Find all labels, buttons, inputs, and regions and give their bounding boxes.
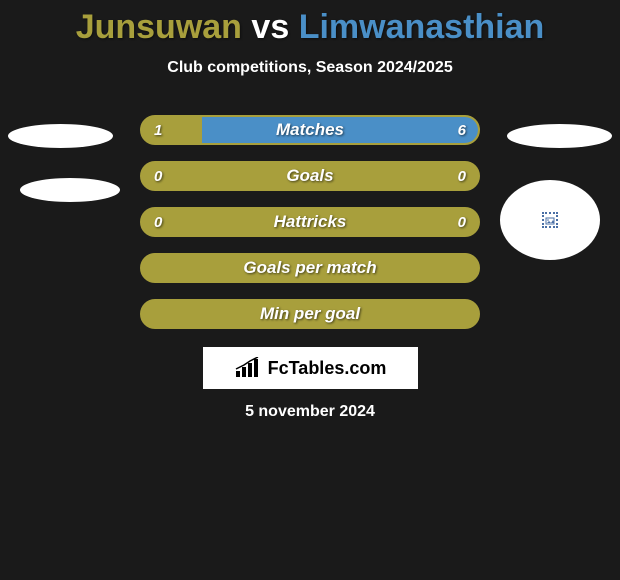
image-placeholder-icon xyxy=(542,212,558,228)
stat-row: 0Goals0 xyxy=(140,161,480,191)
footer-logo[interactable]: FcTables.com xyxy=(203,347,418,389)
stat-row: Min per goal xyxy=(140,299,480,329)
stat-label: Matches xyxy=(142,120,478,140)
subtitle: Club competitions, Season 2024/2025 xyxy=(0,59,620,77)
footer-logo-text: FcTables.com xyxy=(268,358,387,379)
stat-value-right: 6 xyxy=(458,122,466,139)
stat-label: Goals per match xyxy=(142,258,478,278)
stat-row: 0Hattricks0 xyxy=(140,207,480,237)
player2-avatar-bottom xyxy=(500,180,600,260)
stat-label: Hattricks xyxy=(142,212,478,232)
chart-icon xyxy=(234,357,262,379)
player2-name: Limwanasthian xyxy=(299,8,545,46)
stat-value-right: 0 xyxy=(458,168,466,185)
stat-row: 1Matches6 xyxy=(140,115,480,145)
comparison-title: Junsuwan vs Limwanasthian xyxy=(0,0,620,47)
player1-avatar-top xyxy=(8,124,113,148)
player2-avatar-top xyxy=(507,124,612,148)
footer-date: 5 november 2024 xyxy=(0,403,620,421)
player1-name: Junsuwan xyxy=(76,8,242,46)
vs-text: vs xyxy=(251,8,289,46)
stat-label: Goals xyxy=(142,166,478,186)
stat-label: Min per goal xyxy=(142,304,478,324)
stat-row: Goals per match xyxy=(140,253,480,283)
stat-value-right: 0 xyxy=(458,214,466,231)
player1-avatar-bottom xyxy=(20,178,120,202)
